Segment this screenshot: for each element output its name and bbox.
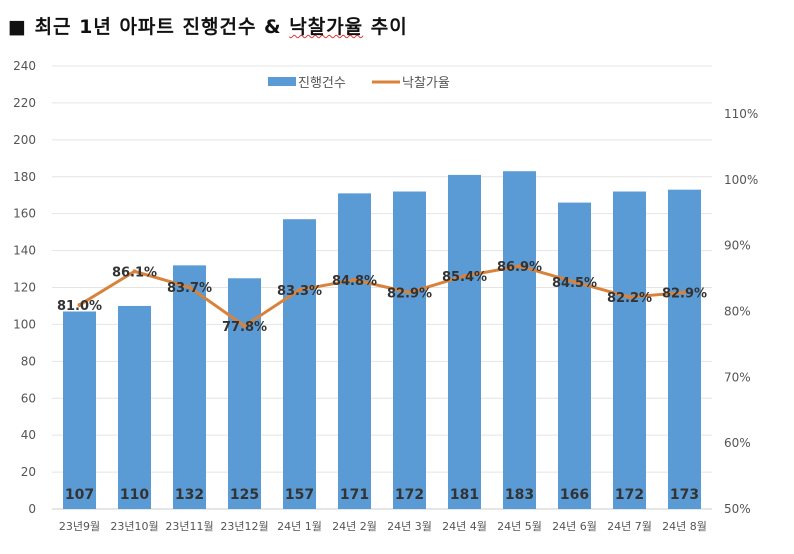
right-tick-label: 80% (724, 305, 751, 319)
bar (613, 191, 646, 509)
line-value-label: 84.8% (332, 274, 377, 289)
right-tick-label: 110% (724, 107, 758, 121)
left-tick-label: 200 (13, 133, 36, 147)
left-tick-label: 240 (13, 59, 36, 73)
left-tick-label: 220 (13, 96, 36, 110)
bar (173, 265, 206, 509)
line-point (242, 324, 247, 329)
legend-label: 진행건수 (298, 75, 346, 91)
line-point (572, 279, 577, 284)
bar (668, 189, 701, 509)
line-point (407, 290, 412, 295)
legend-bar-swatch (268, 77, 296, 86)
bar (283, 219, 316, 509)
x-tick-label: 24년 2월 (332, 520, 377, 533)
line-value-label: 82.9% (387, 286, 432, 301)
left-tick-label: 40 (21, 428, 36, 442)
bar-value-label: 125 (230, 487, 259, 503)
right-tick-label: 50% (724, 502, 751, 516)
line-point (517, 264, 522, 269)
x-tick-label: 23년11월 (165, 520, 213, 533)
bar (503, 171, 536, 509)
line-value-label: 83.3% (277, 284, 322, 299)
line-point (462, 273, 467, 278)
line-value-label: 81.0% (57, 299, 102, 314)
left-tick-label: 180 (13, 170, 36, 184)
bar (393, 191, 426, 509)
x-tick-label: 24년 3월 (387, 520, 432, 533)
line-point (132, 269, 137, 274)
line-value-label: 86.9% (497, 260, 542, 275)
bar-value-label: 183 (505, 487, 534, 503)
right-tick-label: 60% (724, 436, 751, 450)
left-tick-label: 80 (21, 354, 36, 368)
line-value-label: 84.5% (552, 276, 597, 291)
left-tick-label: 100 (13, 317, 36, 331)
left-tick-label: 160 (13, 207, 36, 221)
bar-value-label: 107 (65, 487, 94, 503)
x-tick-label: 24년 6월 (552, 520, 597, 533)
right-tick-label: 100% (724, 173, 758, 187)
line-value-label: 85.4% (442, 270, 487, 285)
legend-label: 낙찰가율 (402, 76, 450, 91)
bar (228, 278, 261, 509)
x-tick-label: 24년 1월 (277, 520, 322, 533)
bar-value-label: 181 (450, 487, 479, 503)
chart-title: ■ 최근 1년 아파트 진행건수 & 낙찰가율 추이 (8, 16, 408, 38)
bar-value-label: 172 (615, 487, 644, 503)
x-tick-label: 23년12월 (220, 520, 268, 533)
bar-value-label: 173 (670, 487, 699, 503)
x-tick-label: 24년 4월 (442, 520, 487, 533)
bar (338, 193, 371, 510)
bar (448, 174, 481, 509)
line-point (352, 277, 357, 282)
line-value-label: 86.1% (112, 265, 157, 280)
x-tick-label: 24년 5월 (497, 520, 542, 533)
bar-value-label: 171 (340, 487, 369, 503)
bar-value-label: 110 (120, 487, 149, 503)
line-point (297, 287, 302, 292)
bar (118, 305, 151, 509)
line-point (77, 302, 82, 307)
line-value-label: 82.9% (662, 286, 707, 301)
x-tick-label: 24년 7월 (607, 520, 652, 533)
bar-value-label: 172 (395, 487, 424, 503)
left-tick-label: 140 (13, 244, 36, 258)
line-value-label: 77.8% (222, 320, 267, 335)
line-series (78, 264, 685, 328)
bar (558, 202, 591, 509)
left-tick-label: 20 (21, 465, 36, 479)
x-tick-label: 23년9월 (59, 520, 100, 533)
line-point (682, 290, 687, 295)
line-point (187, 285, 192, 290)
bar (63, 311, 96, 509)
bar-value-label: 132 (175, 487, 204, 503)
line-value-label: 83.7% (167, 281, 212, 296)
x-tick-label: 23년10월 (110, 520, 158, 533)
bar-value-label: 166 (560, 487, 589, 503)
right-tick-label: 70% (724, 370, 751, 384)
left-tick-label: 120 (13, 281, 36, 295)
bar-value-label: 157 (285, 487, 314, 503)
line-value-label: 82.2% (607, 291, 652, 306)
x-tick-label: 24년 8월 (662, 520, 707, 533)
left-tick-label: 60 (21, 391, 36, 405)
left-tick-label: 0 (28, 502, 36, 516)
right-tick-label: 90% (724, 239, 751, 253)
line-point (627, 295, 632, 300)
